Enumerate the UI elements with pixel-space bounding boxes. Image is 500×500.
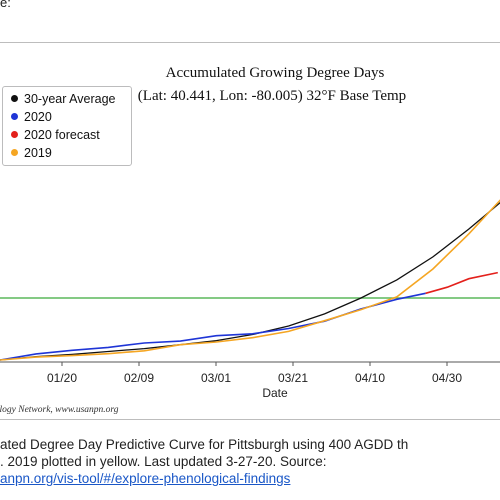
legend-item-30-year-average: 30-year Average bbox=[11, 92, 116, 110]
legend-item-2020: 2020 bbox=[11, 110, 52, 128]
caption-line-1: ated Degree Day Predictive Curve for Pit… bbox=[0, 437, 409, 452]
legend-label: 2020 forecast bbox=[24, 128, 100, 142]
legend-dot-icon bbox=[11, 131, 18, 138]
chart-legend: 30-year Average 2020 2020 forecast 2019 bbox=[2, 86, 132, 166]
x-tick-label: 04/30 bbox=[432, 371, 462, 385]
legend-dot-icon bbox=[11, 149, 18, 156]
chart-credit: nology Network, www.usanpn.org bbox=[0, 405, 119, 415]
chart-title: Accumulated Growing Degree Days bbox=[166, 65, 385, 81]
caption-line-2: . 2019 plotted in yellow. Last updated 3… bbox=[0, 454, 327, 469]
chart-subtitle: (Lat: 40.441, Lon: -80.005) 32°F Base Te… bbox=[138, 88, 406, 104]
x-tick-label: 01/20 bbox=[47, 371, 77, 385]
caption-source-link[interactable]: anpn.org/vis-tool/#/explore-phenological… bbox=[0, 471, 291, 486]
legend-label: 2019 bbox=[24, 146, 52, 160]
legend-item-2020-forecast: 2020 forecast bbox=[11, 128, 100, 146]
legend-item-2019: 2019 bbox=[11, 146, 52, 164]
figure-caption: ated Degree Day Predictive Curve for Pit… bbox=[0, 436, 500, 487]
series-line-2019 bbox=[0, 199, 500, 361]
caption-top-fragment: e: bbox=[0, 0, 11, 10]
series-layer bbox=[0, 199, 500, 361]
series-line-2020 bbox=[0, 292, 426, 361]
x-tick-label: 03/01 bbox=[201, 371, 231, 385]
legend-label: 30-year Average bbox=[24, 92, 116, 106]
legend-dot-icon bbox=[11, 95, 18, 102]
x-tick-label: 03/21 bbox=[278, 371, 308, 385]
x-tick-label: 02/09 bbox=[124, 371, 154, 385]
x-tick-layer: 01/20 02/09 03/01 03/21 04/10 04/30 bbox=[47, 362, 462, 385]
legend-label: 2020 bbox=[24, 110, 52, 124]
series-line-30-year-average bbox=[0, 201, 500, 361]
series-line-2020-forecast bbox=[425, 271, 498, 295]
x-axis-label: Date bbox=[262, 386, 288, 400]
x-tick-label: 04/10 bbox=[355, 371, 385, 385]
agdd-chart: Accumulated Growing Degree Days (Lat: 40… bbox=[0, 65, 500, 415]
legend-dot-icon bbox=[11, 113, 18, 120]
